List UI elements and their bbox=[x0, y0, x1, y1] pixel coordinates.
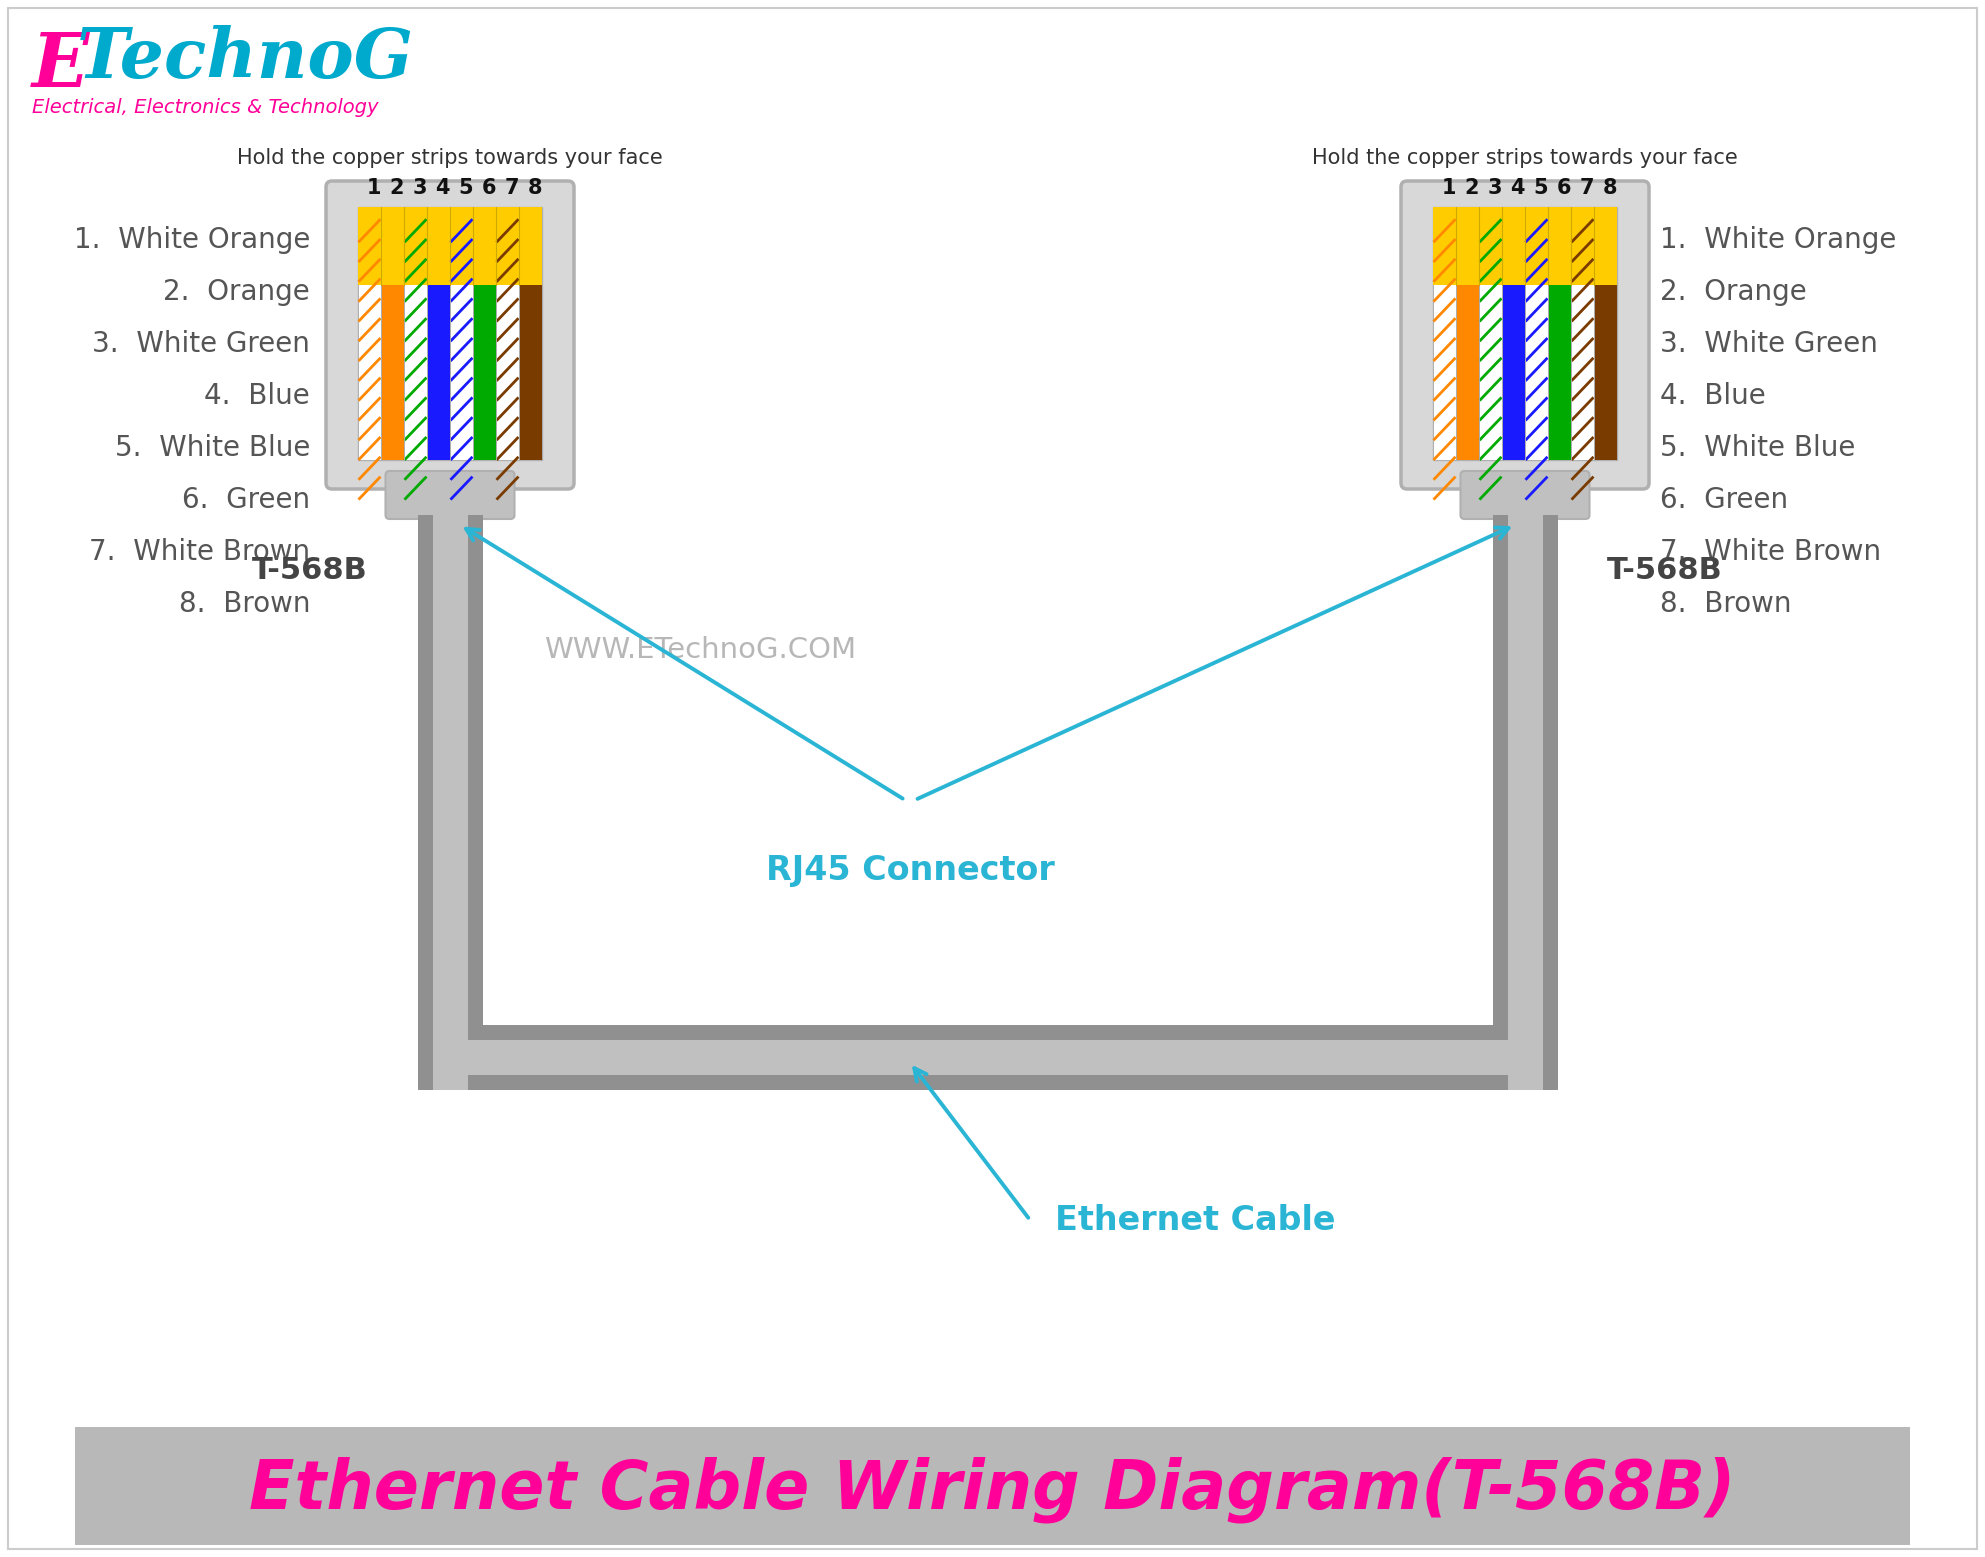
Bar bbox=[433, 515, 468, 1090]
Bar bbox=[1526, 285, 1548, 459]
Text: 1.  White Orange: 1. White Orange bbox=[1659, 226, 1896, 254]
Bar bbox=[357, 207, 542, 459]
Bar bbox=[1493, 515, 1558, 1090]
Text: 7: 7 bbox=[1580, 177, 1594, 198]
Text: 6.  Green: 6. Green bbox=[1659, 486, 1788, 514]
Bar bbox=[417, 1025, 1558, 1090]
Text: Ethernet Cable Wiring Diagram(T-568B): Ethernet Cable Wiring Diagram(T-568B) bbox=[248, 1457, 1735, 1523]
Bar bbox=[381, 285, 403, 459]
Text: 7: 7 bbox=[504, 177, 518, 198]
Text: 6: 6 bbox=[1556, 177, 1570, 198]
Bar bbox=[451, 285, 472, 459]
Bar bbox=[427, 285, 449, 459]
Bar bbox=[359, 285, 381, 459]
Text: Electrical, Electronics & Technology: Electrical, Electronics & Technology bbox=[32, 98, 379, 117]
Text: 5.  White Blue: 5. White Blue bbox=[1659, 434, 1856, 462]
Text: 5: 5 bbox=[1532, 177, 1548, 198]
Text: 2: 2 bbox=[389, 177, 403, 198]
Text: 8: 8 bbox=[1602, 177, 1616, 198]
Text: 7.  White Brown: 7. White Brown bbox=[1659, 539, 1882, 567]
Text: TechnoG: TechnoG bbox=[77, 25, 415, 92]
Text: 3.  White Green: 3. White Green bbox=[1659, 330, 1878, 358]
Text: 1: 1 bbox=[367, 177, 381, 198]
Text: 2.  Orange: 2. Orange bbox=[1659, 279, 1806, 307]
FancyBboxPatch shape bbox=[326, 181, 574, 489]
Bar bbox=[1507, 515, 1542, 1090]
Bar bbox=[1457, 285, 1479, 459]
Text: 2.  Orange: 2. Orange bbox=[163, 279, 310, 307]
Text: 8: 8 bbox=[528, 177, 542, 198]
Bar bbox=[1479, 285, 1501, 459]
Bar bbox=[496, 285, 518, 459]
Text: T-568B: T-568B bbox=[1608, 556, 1723, 584]
Text: 4.  Blue: 4. Blue bbox=[1659, 381, 1767, 409]
Text: 7.  White Brown: 7. White Brown bbox=[89, 539, 310, 567]
Text: 6: 6 bbox=[480, 177, 496, 198]
Bar bbox=[357, 207, 542, 285]
Text: 1.  White Orange: 1. White Orange bbox=[73, 226, 310, 254]
Text: 5.  White Blue: 5. White Blue bbox=[115, 434, 310, 462]
Text: 4: 4 bbox=[1511, 177, 1524, 198]
Text: 3: 3 bbox=[413, 177, 427, 198]
Text: 4.  Blue: 4. Blue bbox=[204, 381, 310, 409]
Text: 2: 2 bbox=[1465, 177, 1479, 198]
Text: 3: 3 bbox=[1487, 177, 1503, 198]
FancyBboxPatch shape bbox=[385, 472, 514, 518]
Bar bbox=[433, 1040, 1542, 1074]
Bar bbox=[1572, 285, 1594, 459]
FancyBboxPatch shape bbox=[1461, 472, 1590, 518]
FancyBboxPatch shape bbox=[1401, 181, 1650, 489]
Text: 5: 5 bbox=[459, 177, 472, 198]
Text: Hold the copper strips towards your face: Hold the copper strips towards your face bbox=[1312, 148, 1739, 168]
Bar bbox=[1594, 285, 1616, 459]
Bar bbox=[1433, 285, 1455, 459]
Text: 3.  White Green: 3. White Green bbox=[91, 330, 310, 358]
Bar bbox=[1433, 207, 1618, 285]
Text: 1: 1 bbox=[1441, 177, 1455, 198]
Text: T-568B: T-568B bbox=[252, 556, 367, 584]
Text: 8.  Brown: 8. Brown bbox=[1659, 590, 1792, 618]
Text: 8.  Brown: 8. Brown bbox=[179, 590, 310, 618]
Bar bbox=[1503, 285, 1524, 459]
Text: E: E bbox=[32, 30, 89, 103]
Bar bbox=[405, 285, 427, 459]
Bar bbox=[1548, 285, 1570, 459]
Text: 6.  Green: 6. Green bbox=[183, 486, 310, 514]
Text: 4: 4 bbox=[435, 177, 451, 198]
Text: Hold the copper strips towards your face: Hold the copper strips towards your face bbox=[236, 148, 663, 168]
Bar bbox=[474, 285, 496, 459]
Bar bbox=[417, 515, 482, 1090]
Bar bbox=[1433, 207, 1618, 459]
Text: WWW.ETechnoG.COM: WWW.ETechnoG.COM bbox=[544, 635, 856, 663]
Text: Ethernet Cable: Ethernet Cable bbox=[1054, 1204, 1336, 1236]
Text: RJ45 Connector: RJ45 Connector bbox=[766, 853, 1054, 886]
Bar bbox=[520, 285, 542, 459]
Bar bbox=[75, 1428, 1910, 1545]
